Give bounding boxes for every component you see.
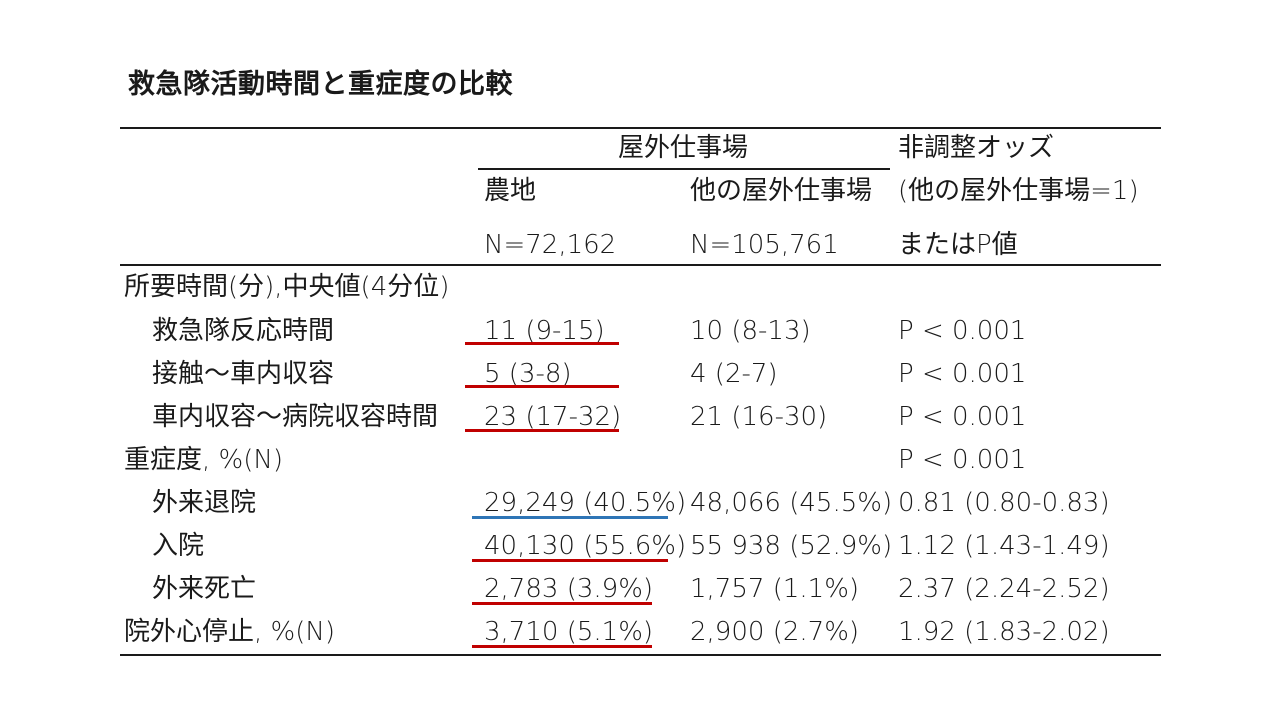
cell-other: 10 (8-13) (690, 316, 811, 346)
row-label: 車内収容～病院収容時間 (152, 402, 439, 432)
header-other-n: N=105,761 (690, 230, 839, 260)
cell-odds: P < 0.001 (898, 359, 1027, 389)
cell-farm: 3,710 (5.1%) (484, 617, 654, 647)
header-farm: 農地 (484, 176, 537, 206)
red-underline (465, 429, 619, 432)
header-bottom-rule (120, 264, 1161, 266)
cell-farm: 29,249 (40.5%) (484, 488, 687, 518)
cell-odds: 1.12 (1.43-1.49) (898, 531, 1110, 561)
cell-farm: 23 (17-32) (484, 402, 622, 432)
page-title: 救急隊活動時間と重症度の比較 (128, 69, 513, 100)
row-label: 所要時間(分),中央値(4分位) (124, 272, 450, 302)
row-label: 院外心停止, %(N) (124, 617, 335, 647)
blue-underline (472, 516, 668, 519)
red-underline (472, 559, 668, 562)
table-top-rule (120, 127, 1161, 129)
header-farm-n: N=72,162 (484, 230, 617, 260)
red-underline (465, 385, 619, 388)
header-odds-line3: またはP値 (898, 230, 1018, 260)
red-underline (465, 342, 619, 345)
cell-farm: 5 (3-8) (484, 359, 572, 389)
group-header-outdoor: 屋外仕事場 (618, 133, 749, 163)
cell-other: 1,757 (1.1%) (690, 574, 860, 604)
cell-other: 21 (16-30) (690, 402, 828, 432)
cell-odds: 1.92 (1.83-2.02) (898, 617, 1110, 647)
red-underline (472, 645, 652, 648)
header-odds-line2: (他の屋外仕事場=1) (898, 176, 1139, 206)
cell-odds: 0.81 (0.80-0.83) (898, 488, 1110, 518)
red-underline (472, 602, 652, 605)
cell-farm: 2,783 (3.9%) (484, 574, 654, 604)
cell-farm: 40,130 (55.6%) (484, 531, 687, 561)
cell-odds: 2.37 (2.24-2.52) (898, 574, 1110, 604)
header-other: 他の屋外仕事場 (690, 176, 873, 206)
cell-other: 4 (2-7) (690, 359, 778, 389)
cell-other: 55 938 (52.9%) (690, 531, 893, 561)
row-label: 外来退院 (152, 488, 257, 518)
cell-odds: P < 0.001 (898, 445, 1027, 475)
cell-odds: P < 0.001 (898, 402, 1027, 432)
header-odds-line1: 非調整オッズ (898, 133, 1055, 163)
row-label: 外来死亡 (152, 574, 257, 604)
cell-other: 2,900 (2.7%) (690, 617, 860, 647)
row-label: 接触～車内収容 (152, 359, 335, 389)
cell-other: 48,066 (45.5%) (690, 488, 893, 518)
row-label: 救急隊反応時間 (152, 316, 335, 346)
cell-farm: 11 (9-15) (484, 316, 605, 346)
cell-odds: P < 0.001 (898, 316, 1027, 346)
row-label: 入院 (152, 531, 205, 561)
row-label: 重症度, %(N) (124, 445, 283, 475)
group-header-rule (478, 168, 890, 170)
table-bottom-rule (120, 654, 1161, 656)
